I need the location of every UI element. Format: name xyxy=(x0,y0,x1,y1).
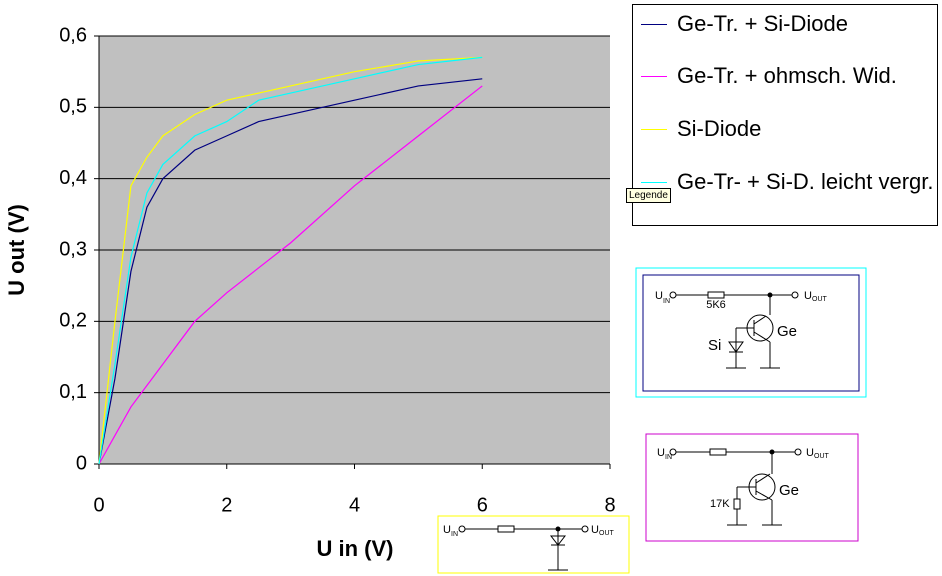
y-tick-label: 0,6 xyxy=(59,24,87,46)
x-tick-label: 0 xyxy=(93,494,104,516)
series-line xyxy=(98,78,483,465)
label: OUT xyxy=(814,453,830,460)
y-tick-label: 0,2 xyxy=(59,310,87,332)
y-axis-title: U out (V) xyxy=(4,204,29,296)
x-tick-label: 8 xyxy=(604,494,615,516)
x-tick-label: 6 xyxy=(477,494,488,516)
label: Ge xyxy=(779,482,799,499)
legend-swatch xyxy=(641,129,667,130)
y-tick-label: 0,1 xyxy=(59,381,87,403)
circuit-diagram xyxy=(635,267,867,398)
y-tick-label: 0,3 xyxy=(59,238,87,260)
legend-entry: Si-Diode xyxy=(641,116,937,142)
label: Si xyxy=(708,337,721,354)
label: OUT xyxy=(812,296,828,303)
x-tick-label: 2 xyxy=(221,494,232,516)
label: U xyxy=(591,524,599,536)
label: 17K xyxy=(710,498,730,510)
label: 5K6 xyxy=(706,299,726,311)
series-line xyxy=(98,56,483,465)
series-line xyxy=(98,85,483,465)
x-axis-title: U in (V) xyxy=(317,536,394,561)
label: U xyxy=(806,447,814,459)
series-line xyxy=(98,56,483,465)
circuit-diagram xyxy=(437,515,630,574)
legend-label: Ge-Tr. + ohmsch. Wid. xyxy=(677,63,897,88)
legend-entry: Ge-Tr. + Si-Diode xyxy=(641,11,937,37)
y-tick-label: 0,4 xyxy=(59,167,87,189)
label: U xyxy=(804,290,812,302)
y-tick-label: 0 xyxy=(76,452,87,474)
label: IN xyxy=(665,454,672,461)
label: U xyxy=(657,447,665,459)
legend: Ge-Tr. + Si-Diode Ge-Tr. + ohmsch. Wid. Si… xyxy=(632,4,938,226)
label: IN xyxy=(663,298,670,305)
legend-label: Si-Diode xyxy=(677,116,762,141)
y-tick-label: 0,5 xyxy=(59,96,87,118)
legend-swatch xyxy=(641,182,667,183)
circuit-diagram xyxy=(645,433,859,542)
label: OUT xyxy=(599,530,615,537)
legend-swatch xyxy=(641,76,667,77)
legend-entry: Ge-Tr- + Si-D. leicht vergr. xyxy=(641,169,937,195)
legend-entry: Ge-Tr. + ohmsch. Wid. xyxy=(641,63,937,89)
legend-label: Ge-Tr- + Si-D. leicht vergr. xyxy=(677,169,934,194)
label: IN xyxy=(451,531,458,538)
label: Ge xyxy=(777,323,797,340)
label: U xyxy=(655,290,663,302)
legend-label: Ge-Tr. + Si-Diode xyxy=(677,11,848,36)
tooltip: Legende xyxy=(626,188,671,203)
x-tick-label: 4 xyxy=(349,494,360,516)
legend-swatch xyxy=(641,24,667,25)
label: U xyxy=(443,524,451,536)
